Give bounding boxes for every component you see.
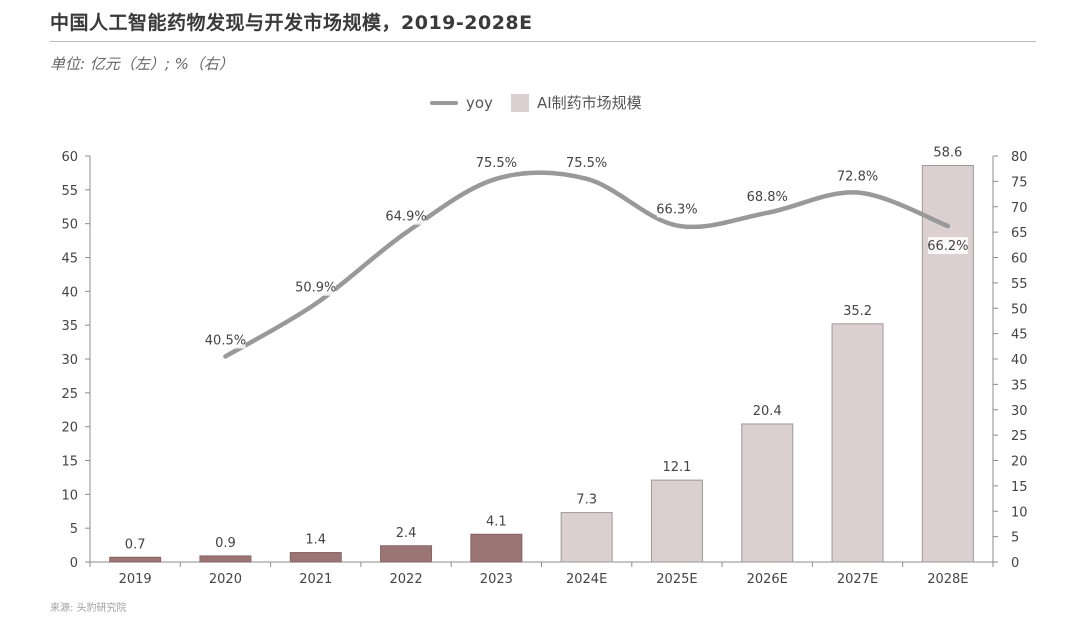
legend-bar-label: AI制药市场规模 [536, 94, 642, 112]
y-right-tick-label: 50 [1011, 302, 1028, 317]
yoy-label-bg [295, 278, 336, 296]
bar [380, 545, 433, 563]
y-right-tick-label: 70 [1011, 201, 1028, 216]
x-tick-label: 2019 [119, 572, 152, 587]
yoy-value-label: 72.8% [837, 170, 878, 185]
y-right-tick-label: 45 [1011, 328, 1028, 343]
x-tick-label: 2024E [566, 572, 607, 587]
yoy-label-bg [837, 167, 878, 185]
y-left-tick-label: 0 [70, 556, 78, 571]
y-left-tick-label: 40 [61, 285, 78, 300]
y-right-tick-label: 60 [1011, 252, 1028, 267]
unit-note: 单位: 亿元（左）; %（右） [50, 55, 234, 73]
title-divider [50, 41, 1036, 42]
yoy-value-label: 75.5% [476, 156, 517, 171]
y-right-tick-label: 30 [1011, 404, 1028, 419]
yoy-label-bg [927, 237, 968, 255]
x-tick-label: 2022 [390, 572, 423, 587]
bar [650, 479, 703, 563]
bar-value-label: 4.1 [486, 514, 507, 529]
x-tick-label: 2028E [927, 572, 968, 587]
yoy-value-label: 40.5% [205, 333, 246, 348]
source-note: 来源: 头豹研究院 [50, 603, 127, 614]
y-left-tick-label: 55 [61, 184, 78, 199]
bar-value-label: 0.7 [125, 537, 146, 552]
yoy-value-label: 66.3% [656, 203, 697, 218]
bar [921, 164, 974, 563]
bar-value-label: 58.6 [933, 145, 962, 160]
y-right-tick-label: 40 [1011, 353, 1028, 368]
y-left-tick-label: 25 [61, 387, 78, 402]
bar-value-label: 1.4 [305, 533, 326, 548]
y-right-tick-label: 20 [1011, 455, 1028, 470]
y-left-tick-label: 45 [61, 252, 78, 267]
yoy-value-label: 75.5% [566, 156, 607, 171]
bar-value-label: 20.4 [753, 404, 782, 419]
x-tick-label: 2026E [747, 572, 788, 587]
bar [289, 552, 342, 563]
x-tick-label: 2025E [656, 572, 697, 587]
y-right-tick-label: 15 [1011, 480, 1028, 495]
x-tick-label: 2027E [837, 572, 878, 587]
bar [831, 323, 884, 563]
legend-line-swatch [430, 100, 458, 105]
x-tick-label: 2021 [299, 572, 332, 587]
y-left-tick-label: 20 [61, 421, 78, 436]
yoy-label-bg [205, 331, 246, 349]
x-tick-label: 2023 [480, 572, 513, 587]
yoy-value-label: 66.2% [927, 239, 968, 254]
bar-value-label: 35.2 [843, 304, 872, 319]
chart-legend: yoy AI制药市场规模 [430, 92, 642, 113]
y-left-tick-label: 5 [70, 522, 78, 537]
yoy-label-bg [656, 200, 697, 218]
y-right-tick-label: 65 [1011, 226, 1028, 241]
bar [109, 556, 162, 563]
y-right-tick-label: 10 [1011, 505, 1028, 520]
yoy-label-bg [476, 153, 517, 171]
yoy-label-bg [386, 207, 427, 225]
y-right-tick-label: 0 [1011, 556, 1019, 571]
y-right-tick-label: 5 [1011, 531, 1019, 546]
y-right-tick-label: 35 [1011, 378, 1028, 393]
y-left-tick-label: 10 [61, 488, 78, 503]
y-right-tick-label: 75 [1011, 175, 1028, 190]
chart-title: 中国人工智能药物发现与开发市场规模，2019-2028E [50, 12, 533, 34]
yoy-value-label: 50.9% [295, 281, 336, 296]
yoy-label-bg [747, 187, 788, 205]
y-left-tick-label: 60 [61, 150, 78, 165]
x-tick-label: 2020 [209, 572, 242, 587]
bar-value-label: 0.9 [215, 536, 236, 551]
y-left-tick-label: 50 [61, 218, 78, 233]
y-right-tick-label: 80 [1011, 150, 1028, 165]
y-left-tick-label: 30 [61, 353, 78, 368]
bar [470, 533, 523, 563]
y-left-tick-label: 15 [61, 455, 78, 470]
bar-value-label: 12.1 [662, 460, 691, 475]
yoy-line [223, 170, 951, 359]
y-left-tick-label: 35 [61, 319, 78, 334]
yoy-value-label: 64.9% [385, 210, 426, 225]
legend-bar-swatch [510, 93, 529, 112]
yoy-value-label: 68.8% [747, 190, 788, 205]
bar [560, 512, 613, 563]
bar-value-label: 7.3 [576, 493, 597, 508]
bar [741, 423, 794, 563]
bar [199, 555, 252, 563]
y-right-tick-label: 55 [1011, 277, 1028, 292]
legend-line-label: yoy [466, 93, 493, 112]
y-right-tick-label: 25 [1011, 429, 1028, 444]
bar-value-label: 2.4 [396, 526, 417, 541]
yoy-label-bg [566, 153, 607, 171]
